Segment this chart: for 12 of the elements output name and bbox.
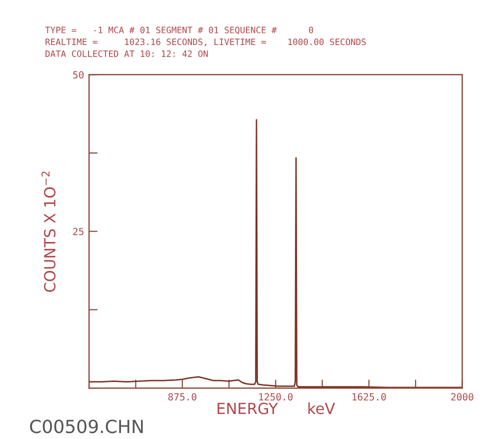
text: REALTIME = 1023.16 SECONDS, LIVETIME = 1000.00 SECONDS [46,38,366,46]
x-tick-label: 875.0 [168,393,196,401]
x-tick-label: 1250.0 [259,393,293,401]
y-tick-label: 25 [73,228,84,236]
x-axis-title: ENERGY keV [218,402,336,414]
x-tick-label: 1625.0 [352,393,386,401]
text: DATA COLLECTED AT 10: 12: 42 ON [46,50,208,57]
y-axis-title: COUNTS X 1O$^{−2}$ [42,172,56,292]
text: C00509.CHN [30,420,143,434]
y-tick-label: 50 [73,71,84,78]
x-tick-label: 2000 [451,393,474,401]
text: TYPE = -1 MCA # 01 SEGMENT # 01 SEQUENCE # 0 [45,26,314,34]
